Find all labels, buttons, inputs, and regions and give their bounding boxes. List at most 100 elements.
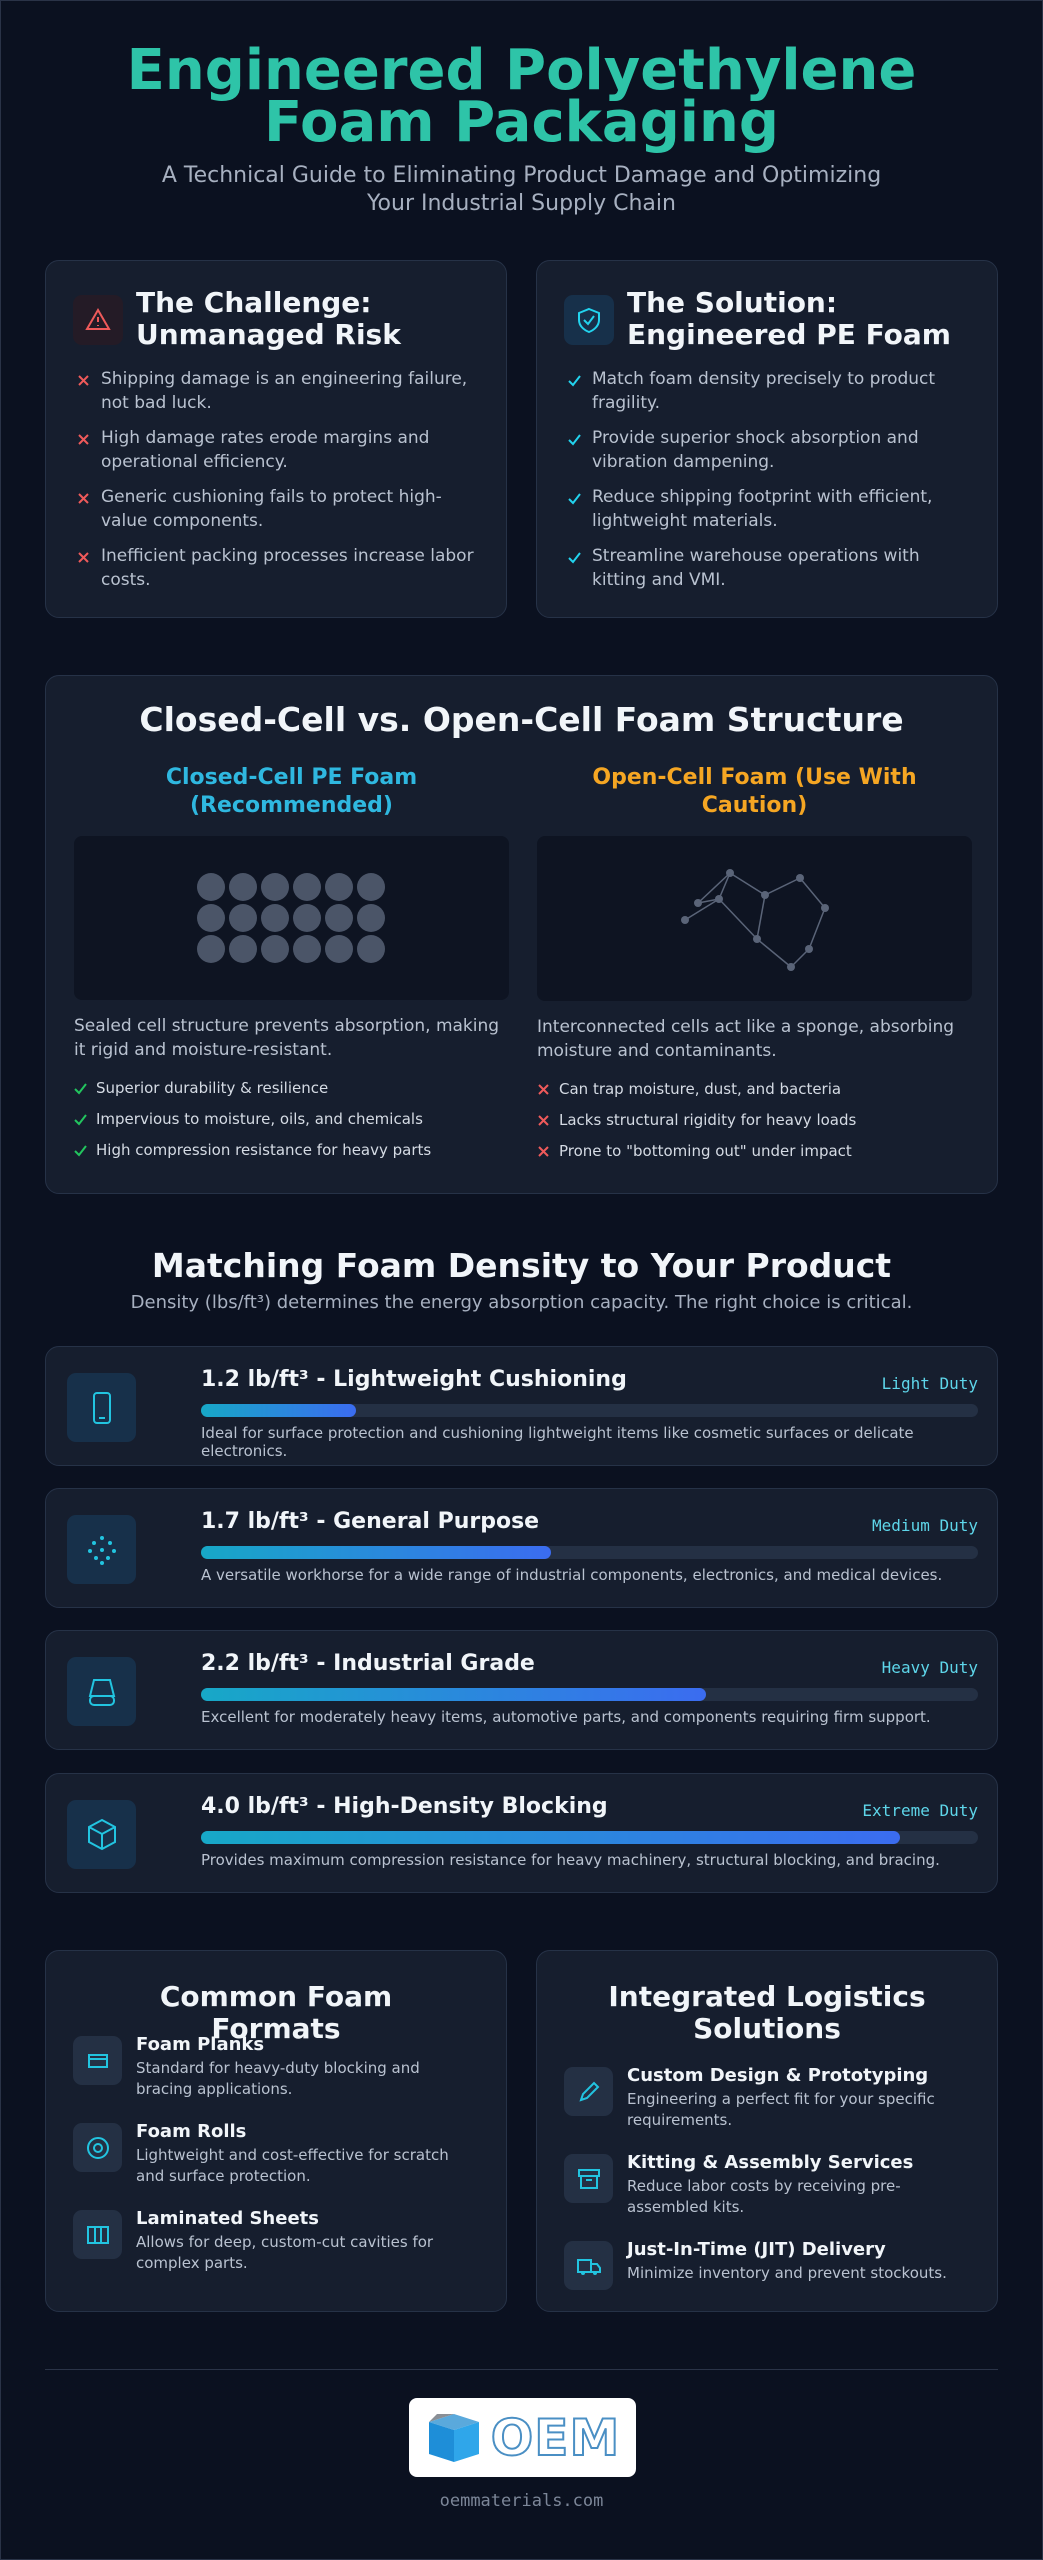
marker	[78, 375, 89, 386]
item-title: Custom Design & Prototyping	[627, 2065, 929, 2086]
item-title: Foam Rolls	[136, 2121, 247, 2142]
card-title: Integrated Logistics Solutions	[608, 1980, 926, 2045]
icon-box	[73, 295, 123, 345]
icon	[87, 2053, 108, 2068]
structure-card: Closed-Cell vs. Open-Cell Foam Structure…	[45, 675, 998, 1194]
duty-label: Light Duty	[881, 1374, 978, 1393]
icon	[85, 308, 111, 330]
list-item: Can trap moisture, dust, and bacteria	[537, 1079, 972, 1099]
item-description: Engineering a perfect fit for your speci…	[627, 2090, 935, 2129]
density-bar-track	[201, 1546, 978, 1559]
list-item: Generic cushioning fails to protect high…	[77, 485, 477, 533]
item-description: Minimize inventory and prevent stockouts…	[627, 2264, 947, 2282]
item-title: Kitting & Assembly Services	[627, 2152, 914, 2173]
marker	[568, 375, 581, 387]
challenge-card: The Challenge: Unmanaged Risk Shipping da…	[45, 260, 507, 618]
icon	[87, 1818, 116, 1850]
marker	[538, 1115, 549, 1126]
density-title: 1.7 lb/ft³ - General Purpose	[201, 1509, 540, 1534]
marker	[74, 1145, 87, 1157]
marker	[568, 434, 581, 446]
icon	[86, 2225, 109, 2244]
column-title: Open-Cell Foam (Use With Caution)	[592, 765, 917, 818]
icon-box	[67, 1657, 136, 1726]
item-description: Standard for heavy-duty blocking and bra…	[136, 2059, 420, 2098]
formats-card: Common Foam Formats Foam Planks Standard f…	[45, 1950, 507, 2312]
density-title: 4.0 lb/ft³ - High-Density Blocking	[201, 1794, 608, 1819]
density-bar-track	[201, 1404, 978, 1417]
list-item: Reduce shipping footprint with efficient…	[568, 485, 968, 533]
list-item: Match foam density precisely to product …	[568, 367, 968, 415]
density-bar-fill	[201, 1688, 707, 1701]
list-item: Provide superior shock absorption and vi…	[568, 426, 968, 474]
marker	[568, 552, 581, 564]
density-bar-fill	[201, 1831, 901, 1844]
density-bar-fill	[201, 1404, 357, 1417]
title: Engineered Polyethylene Foam Packaging	[126, 38, 917, 155]
density-description: Provides maximum compression resistance …	[201, 1851, 940, 1869]
closed-column: Closed-Cell PE Foam (Recommended) Sealed …	[74, 764, 509, 1171]
item-description: Reduce labor costs by receiving pre-asse…	[627, 2177, 901, 2216]
list-item: Impervious to moisture, oils, and chemic…	[74, 1109, 509, 1129]
density-description: Excellent for moderately heavy items, au…	[201, 1708, 931, 1726]
icon	[92, 1391, 111, 1424]
list: Shipping damage is an engineering failur…	[77, 367, 477, 603]
column-title: Closed-Cell PE Foam (Recommended)	[165, 765, 418, 818]
open-cells	[680, 868, 829, 971]
list-item: Lacks structural rigidity for heavy load…	[537, 1110, 972, 1130]
icon-box	[564, 2154, 613, 2203]
icon-box	[564, 2241, 613, 2290]
section-subtitle: Density (lbs/ft³) determines the energy …	[130, 1292, 913, 1313]
logo-mark	[428, 2413, 479, 2462]
card-title: Common Foam Formats	[159, 1980, 393, 2045]
icon-box	[67, 1800, 136, 1869]
list: Match foam density precisely to product …	[568, 367, 968, 603]
closed-cells	[196, 873, 385, 963]
marker	[538, 1146, 549, 1157]
icon	[88, 1678, 115, 1706]
icon	[87, 1535, 116, 1565]
description: Interconnected cells act like a sponge, …	[537, 1017, 955, 1061]
open-column: Open-Cell Foam (Use With Caution) Interco…	[537, 764, 972, 1172]
duty-label: Heavy Duty	[881, 1658, 978, 1677]
marker	[74, 1114, 87, 1126]
icon-box	[67, 1515, 136, 1584]
density-description: A versatile workhorse for a wide range o…	[201, 1566, 943, 1584]
logistics-card: Integrated Logistics Solutions Custom Des…	[536, 1950, 998, 2312]
icon-box	[564, 295, 614, 345]
list-item: High damage rates erode margins and oper…	[77, 426, 477, 474]
solution-card: The Solution: Engineered PE Foam Match fo…	[536, 260, 998, 618]
density-title: 2.2 lb/ft³ - Industrial Grade	[201, 1651, 535, 1676]
list-item: Shipping damage is an engineering failur…	[77, 367, 477, 415]
description: Sealed cell structure prevents absorptio…	[74, 1016, 500, 1060]
density-title: 1.2 lb/ft³ - Lightweight Cushioning	[201, 1367, 627, 1392]
density-bar-fill	[201, 1546, 551, 1559]
icon-box	[73, 2036, 122, 2085]
list: Superior durability & resilience Impervio…	[74, 1078, 509, 1160]
logo-text: OEM	[490, 2408, 621, 2468]
item-description: Allows for deep, custom-cut cavities for…	[136, 2233, 434, 2272]
section-title: Closed-Cell vs. Open-Cell Foam Structure	[139, 700, 904, 739]
marker	[74, 1083, 87, 1095]
foam-diagram	[74, 836, 509, 1000]
foam-diagram	[537, 836, 972, 1001]
logo: OEM	[409, 2398, 636, 2477]
duty-label: Medium Duty	[872, 1516, 978, 1535]
icon	[577, 2168, 600, 2189]
list: Can trap moisture, dust, and bacteria Lac…	[537, 1079, 972, 1161]
icon-box	[73, 2123, 122, 2172]
list-item: Superior durability & resilience	[74, 1078, 509, 1098]
icon	[578, 2081, 599, 2102]
marker	[538, 1084, 549, 1095]
duty-label: Extreme Duty	[862, 1801, 978, 1820]
subtitle: A Technical Guide to Eliminating Product…	[161, 163, 882, 216]
item-description: Lightweight and cost-effective for scrat…	[136, 2146, 449, 2185]
item-title: Just-In-Time (JIT) Delivery	[627, 2239, 886, 2260]
section-title: Matching Foam Density to Your Product	[151, 1246, 892, 1285]
icon	[576, 2258, 601, 2275]
item-title: Laminated Sheets	[136, 2208, 319, 2229]
footer-url: oemmaterials.com	[439, 2491, 604, 2511]
icon-box	[67, 1373, 136, 1442]
density-card: 1.7 lb/ft³ - General Purpose Medium Duty A…	[45, 1488, 998, 1608]
